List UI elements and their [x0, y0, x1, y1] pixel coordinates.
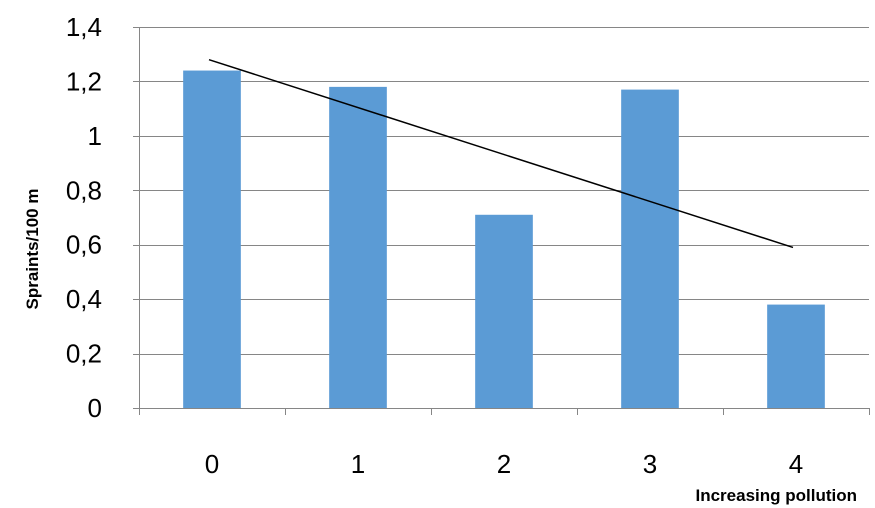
bar-3 [621, 89, 679, 408]
x-tick-label: 4 [789, 449, 803, 479]
y-tick-label: 1,4 [66, 12, 102, 42]
tick-labels: 0 0,2 0,4 0,6 0,8 1 1,2 1,4 0 1 2 3 4 [66, 12, 803, 479]
y-tick-label: 0 [88, 393, 102, 423]
x-tick-label: 1 [351, 449, 365, 479]
y-tick-label: 1 [88, 121, 102, 151]
y-tick-label: 0,8 [66, 175, 102, 205]
bar-4 [767, 304, 825, 408]
bar-2 [475, 214, 533, 408]
bar-0 [183, 70, 241, 409]
y-tick-label: 0,4 [66, 284, 102, 314]
y-tick-label: 1,2 [66, 66, 102, 96]
bar-1 [329, 86, 387, 408]
x-tick-label: 0 [205, 449, 219, 479]
trendline [208, 58, 794, 249]
x-tick-label: 3 [643, 449, 657, 479]
y-tick-label: 0,2 [66, 339, 102, 369]
bars [183, 70, 825, 409]
y-tick-label: 0,6 [66, 230, 102, 260]
y-axis-title: Spraints/100 m [23, 189, 42, 310]
trendline-group [208, 58, 794, 249]
axes [133, 27, 870, 415]
x-tick-label: 2 [497, 449, 511, 479]
x-axis-title: Increasing pollution [695, 486, 857, 505]
